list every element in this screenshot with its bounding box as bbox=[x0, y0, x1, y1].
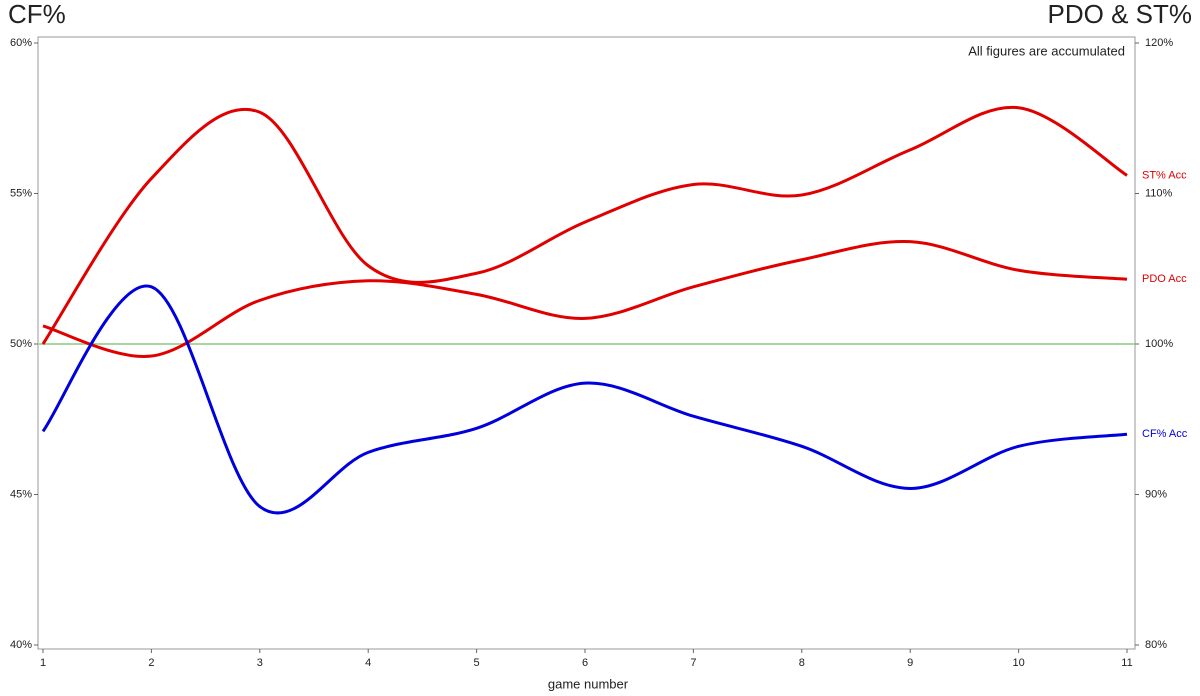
chart-title-right: PDO & ST% bbox=[1048, 0, 1192, 29]
series-line bbox=[42, 240, 1128, 358]
x-tick-label: 6 bbox=[582, 657, 588, 669]
x-tick-label: 8 bbox=[799, 657, 805, 669]
series-line bbox=[41, 105, 1128, 345]
x-tick-label: 11 bbox=[1121, 657, 1132, 669]
x-tick-label: 1 bbox=[40, 657, 46, 669]
annotation: All figures are accumulated bbox=[968, 43, 1125, 58]
x-axis-label: game number bbox=[548, 676, 629, 691]
y-tick-label: 55% bbox=[10, 187, 32, 199]
y-tick-label: 40% bbox=[10, 639, 32, 651]
y2-tick-label: 120% bbox=[1145, 37, 1173, 49]
x-tick-label: 2 bbox=[148, 657, 154, 669]
series-label: CF% Acc bbox=[1142, 428, 1188, 440]
y-tick-label: 50% bbox=[10, 338, 32, 350]
y2-tick-label: 100% bbox=[1145, 338, 1173, 350]
x-tick-label: 7 bbox=[690, 657, 696, 669]
x-tick-label: 9 bbox=[907, 657, 913, 669]
y2-tick-label: 110% bbox=[1145, 187, 1173, 199]
series-line bbox=[41, 284, 1128, 515]
x-tick-label: 5 bbox=[474, 657, 480, 669]
x-tick-label: 4 bbox=[365, 657, 371, 669]
y2-tick-label: 80% bbox=[1145, 639, 1167, 651]
y2-tick-label: 90% bbox=[1145, 488, 1167, 500]
y-tick-label: 45% bbox=[10, 488, 32, 500]
x-tick-label: 10 bbox=[1012, 657, 1024, 669]
x-tick-label: 3 bbox=[257, 657, 263, 669]
series-label: ST% Acc bbox=[1142, 169, 1187, 181]
y-tick-label: 60% bbox=[10, 37, 32, 49]
chart-title: CF% bbox=[8, 0, 66, 29]
series-label: PDO Acc bbox=[1142, 273, 1187, 285]
